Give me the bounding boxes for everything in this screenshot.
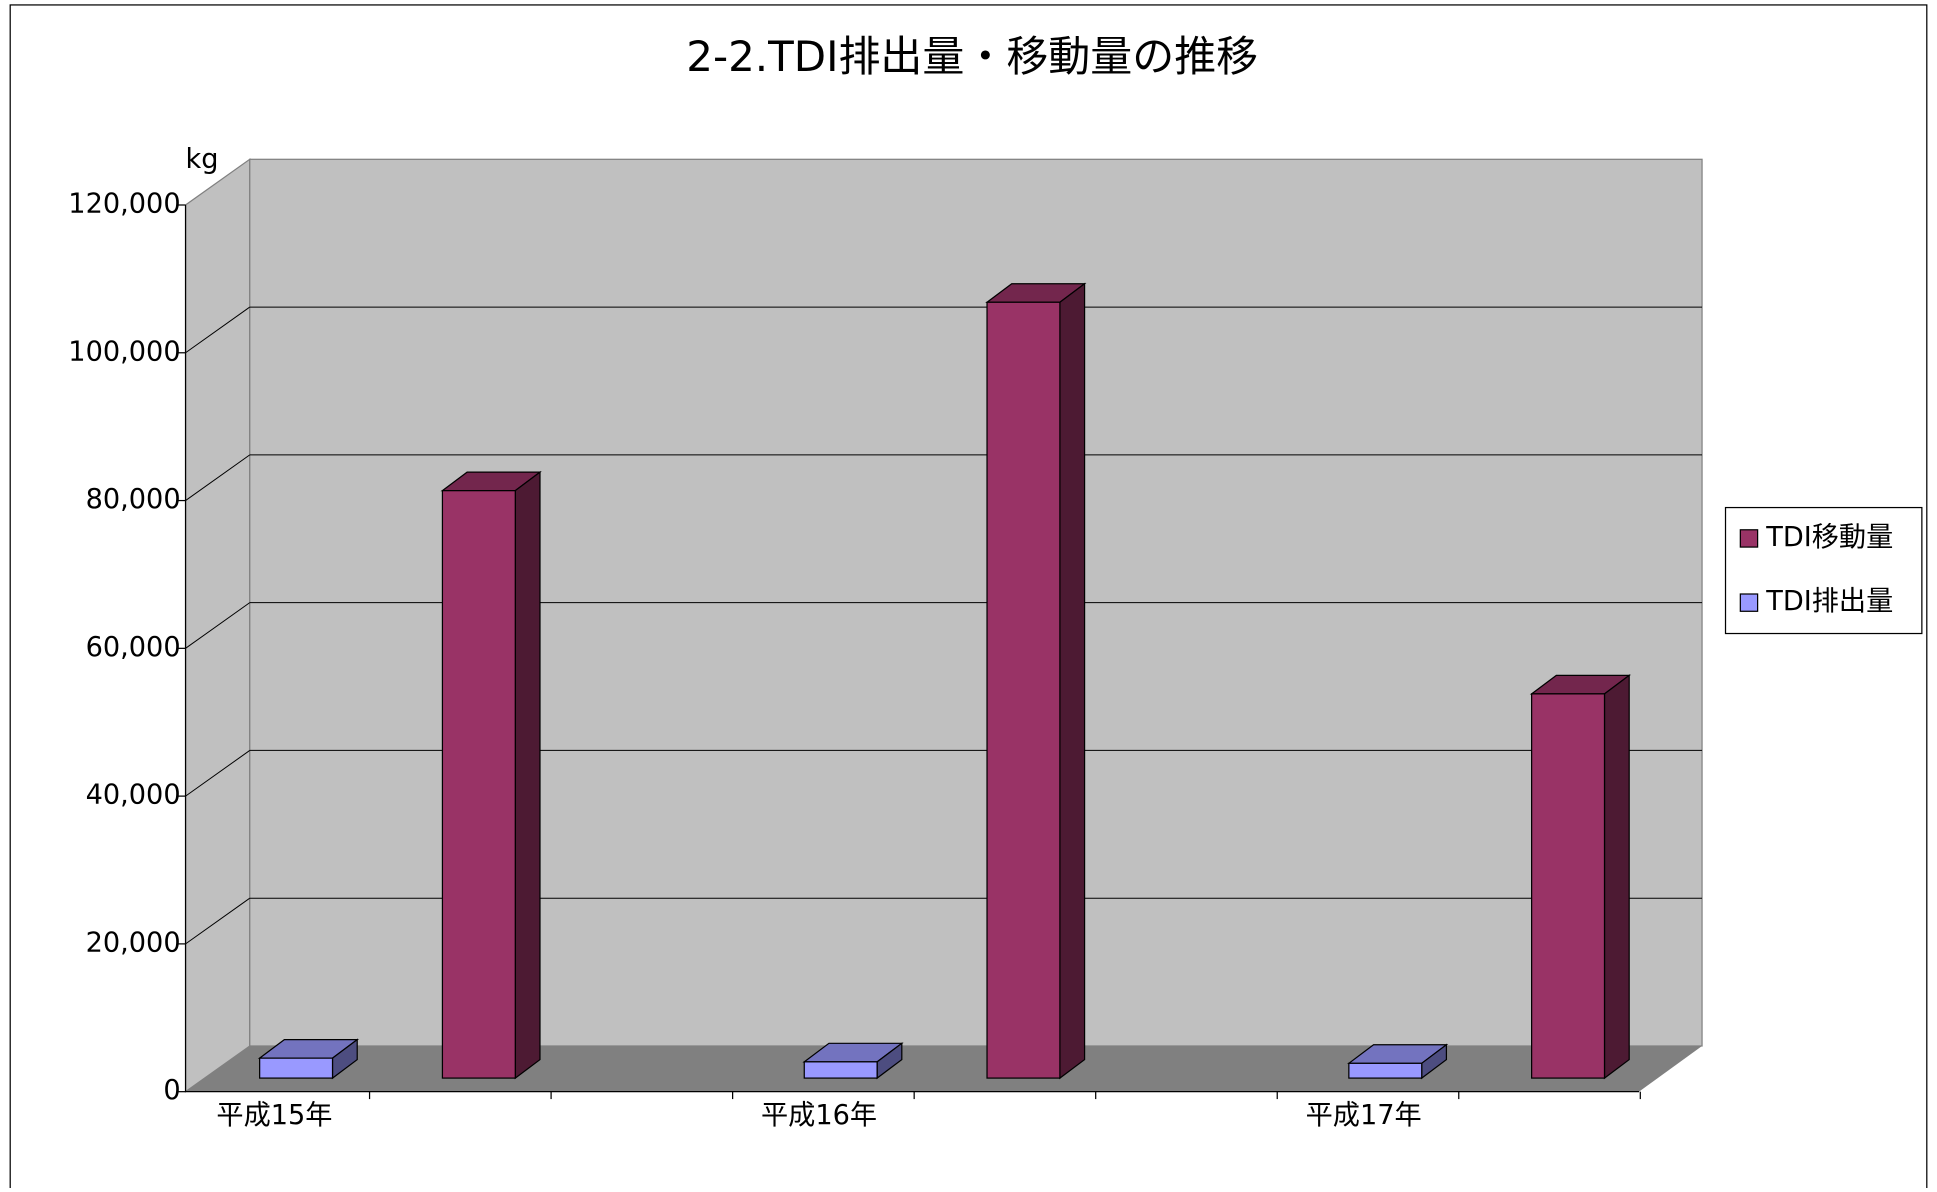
bar-side bbox=[514, 470, 541, 1080]
y-tick-label: 0 bbox=[163, 1075, 180, 1106]
bar-side bbox=[1603, 674, 1630, 1080]
legend-label: TDI移動量 bbox=[1765, 522, 1893, 553]
grid-line bbox=[185, 454, 251, 501]
chart-title: 2-2.TDI排出量・移動量の推移 bbox=[686, 32, 1258, 81]
x-tick-label: 平成16年 bbox=[761, 1100, 877, 1131]
x-tick-label: 平成15年 bbox=[216, 1100, 332, 1131]
y-tick-label: 60,000 bbox=[86, 632, 181, 663]
bar bbox=[1348, 1062, 1423, 1079]
bar bbox=[259, 1057, 334, 1079]
grid-line bbox=[185, 750, 251, 797]
y-axis-label: kg bbox=[186, 144, 219, 175]
bar bbox=[441, 490, 516, 1079]
y-tick-label: 120,000 bbox=[68, 188, 180, 219]
x-tick-label: 平成17年 bbox=[1306, 1100, 1422, 1131]
y-tick-label: 20,000 bbox=[86, 927, 181, 958]
bar bbox=[1531, 693, 1606, 1079]
legend-label: TDI排出量 bbox=[1765, 586, 1893, 617]
bar bbox=[803, 1061, 878, 1079]
grid-line bbox=[185, 602, 251, 649]
y-tick-label: 40,000 bbox=[86, 780, 181, 811]
y-tick-label: 100,000 bbox=[68, 336, 180, 367]
legend bbox=[1724, 506, 1923, 635]
floor bbox=[185, 1045, 1703, 1092]
legend-swatch bbox=[1739, 529, 1759, 548]
bar bbox=[986, 301, 1061, 1079]
y-tick-label: 80,000 bbox=[86, 484, 181, 515]
grid-line bbox=[185, 897, 251, 945]
grid-line bbox=[185, 306, 251, 354]
bar-side bbox=[1059, 282, 1086, 1080]
legend-swatch bbox=[1739, 593, 1759, 612]
